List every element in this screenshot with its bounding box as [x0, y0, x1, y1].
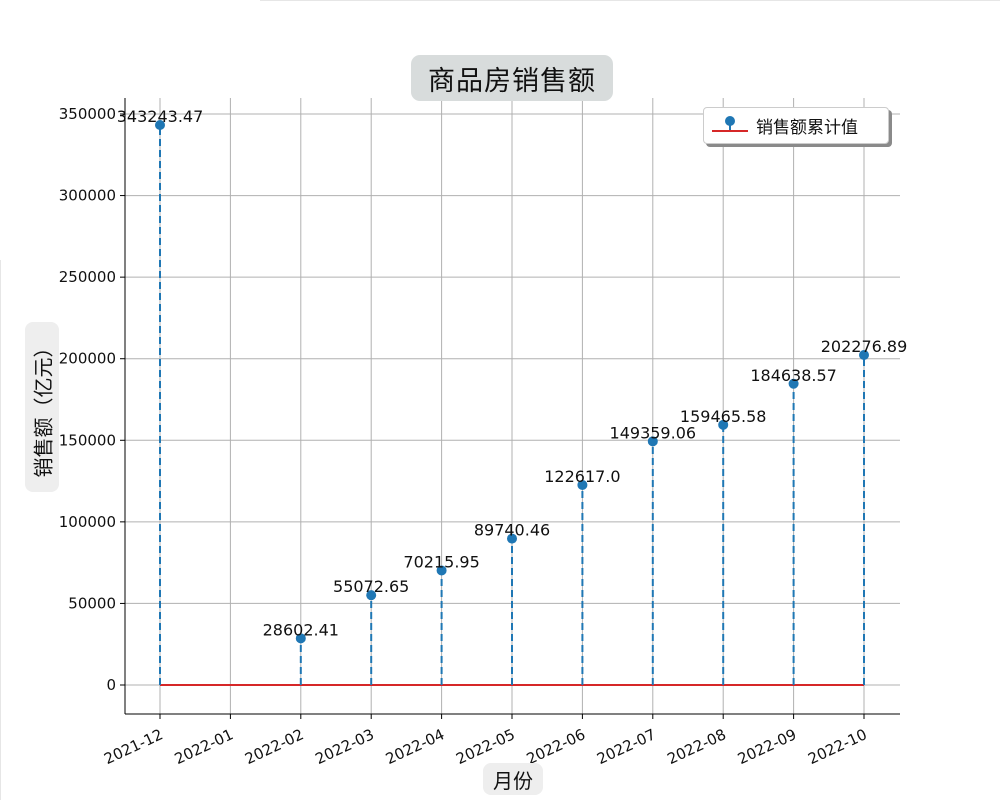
- y-tick-label: 150000: [59, 431, 116, 449]
- y-tick-label: 50000: [68, 594, 116, 612]
- chart-title-text: 商品房销售额: [428, 65, 596, 97]
- legend-dot-swatch: [725, 116, 735, 126]
- stem-marker: [155, 120, 165, 131]
- x-tick-label: 2022-03: [312, 725, 376, 768]
- y-tick-label: 100000: [59, 513, 116, 531]
- data-label: 159465.58: [680, 407, 767, 426]
- y-tick-label: 300000: [59, 187, 116, 205]
- stem-marker: [718, 419, 729, 430]
- screenshot-top-edge: [260, 0, 1000, 1]
- legend-label: 销售额累计值: [756, 118, 858, 138]
- y-tick-label: 0: [106, 676, 116, 694]
- data-label: 184638.57: [750, 366, 837, 385]
- stems: [155, 120, 869, 686]
- data-label: 202276.89: [821, 337, 908, 356]
- data-label: 55072.65: [333, 577, 409, 596]
- x-tick-label: 2022-10: [805, 725, 869, 768]
- axes: 2021-12 2022-01 2022-02 2022-03 2022-04 2022-…: [59, 98, 900, 768]
- data-label: 122617.0: [544, 467, 620, 486]
- stem-marker: [295, 633, 306, 644]
- legend-stem-marker: [704, 107, 756, 144]
- y-tick-label: 200000: [59, 350, 116, 368]
- x-tick-label: 2021-12: [101, 725, 165, 768]
- data-labels: 343243.47 28602.41 55072.65 70215.95 89740.4…: [117, 107, 908, 639]
- stem-marker: [507, 533, 517, 544]
- chart-title: 商品房销售额: [411, 55, 613, 101]
- stem-marker: [436, 565, 447, 576]
- stem-marker: [647, 436, 658, 447]
- x-tick-label: 2022-01: [172, 725, 236, 768]
- x-tick-label: 2022-06: [524, 725, 588, 768]
- x-axis-label-text: 月份: [493, 768, 533, 793]
- legend: 销售额累计值: [703, 107, 889, 144]
- stem-marker: [366, 590, 377, 601]
- data-label: 28602.41: [263, 620, 339, 639]
- x-tick-label: 2022-04: [383, 725, 447, 768]
- y-axis-label: 销售额（亿元）: [25, 322, 59, 492]
- y-axis-label-text: 销售额（亿元）: [31, 337, 56, 477]
- y-tick-label: 350000: [59, 105, 116, 123]
- data-label: 343243.47: [117, 107, 204, 126]
- x-tick-label: 2022-05: [453, 725, 517, 768]
- stem-marker: [577, 479, 588, 490]
- stem-marker: [859, 349, 869, 360]
- grid: [125, 98, 900, 714]
- x-tick-label: 2022-07: [594, 725, 658, 768]
- data-label: 89740.46: [474, 521, 550, 540]
- x-tick-label: 2022-09: [735, 725, 799, 768]
- data-label: 70215.95: [403, 552, 479, 571]
- y-tick-label: 250000: [59, 268, 116, 286]
- screenshot-left-edge: [0, 260, 1, 800]
- x-tick-label: 2022-02: [242, 725, 306, 768]
- data-label: 149359.06: [610, 423, 697, 442]
- x-tick-label: 2022-08: [664, 725, 728, 768]
- legend-baseline-swatch: [712, 130, 748, 132]
- x-axis-label: 月份: [483, 763, 543, 795]
- stem-marker: [788, 378, 799, 389]
